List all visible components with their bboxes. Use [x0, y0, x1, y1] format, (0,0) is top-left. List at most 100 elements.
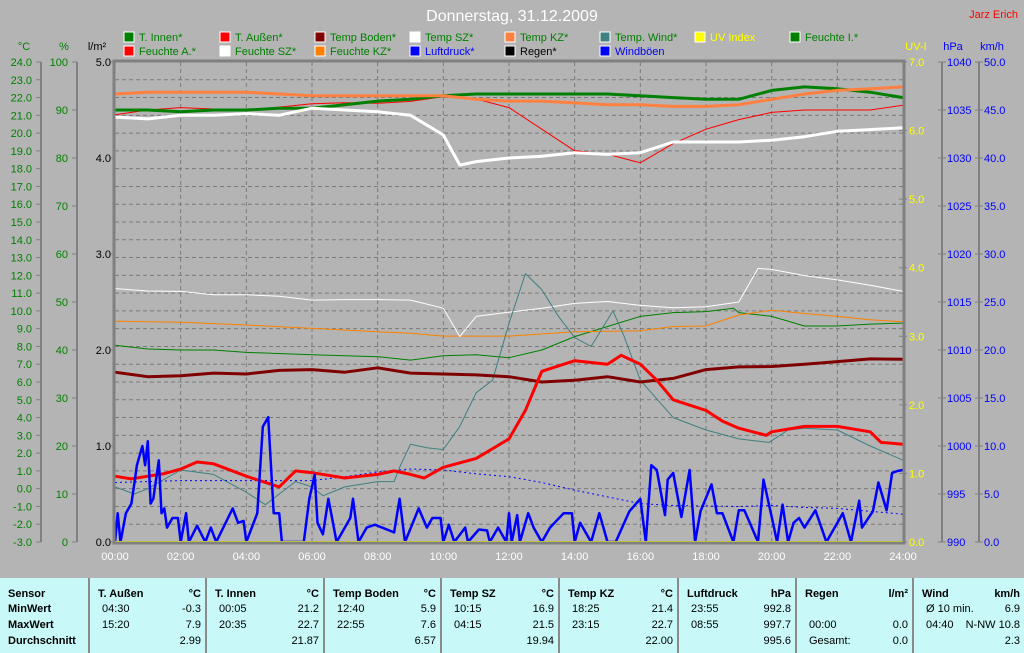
tick-label-press: 995 [947, 489, 965, 501]
tick-label-rain: 4.0 [96, 153, 111, 165]
stats-value: 7.9 [185, 619, 201, 631]
stats-sensor-name: Wind [922, 588, 949, 600]
tick-label-wind: 30.0 [984, 249, 1005, 261]
stats-time: 04:30 [102, 603, 130, 615]
tick-label-temp: 23.0 [11, 75, 32, 87]
stats-time: 18:25 [572, 603, 600, 615]
axis-unit-press: hPa [943, 41, 963, 53]
tick-label-uv: 7.0 [909, 57, 924, 69]
legend-swatch [789, 31, 801, 43]
legend-entry: Windböen [615, 46, 665, 58]
series-t-innen [115, 85, 904, 114]
tick-label-hum: 10 [56, 489, 68, 501]
x-tick-label: 20:00 [758, 551, 786, 563]
stats-value: 2.99 [179, 635, 201, 647]
tick-label-hum: 50 [56, 297, 68, 309]
stats-column: Temp Boden °C 12:40 5.9 22:55 7.6 6.57 [323, 578, 440, 653]
tick-label-temp: -2.0 [13, 519, 32, 531]
stats-value: 21.2 [297, 603, 319, 615]
legend-swatch [504, 31, 516, 43]
stats-time: 10:15 [454, 603, 482, 615]
tick-label-temp: 17.0 [11, 181, 32, 193]
stats-time: 04:15 [454, 619, 482, 631]
tick-label-uv: 5.0 [909, 194, 924, 206]
tick-label-press: 1035 [947, 105, 971, 117]
tick-label-temp: -1.0 [13, 501, 32, 513]
x-tick-label: 08:00 [364, 551, 392, 563]
stats-sensor-name: Temp Boden [333, 588, 399, 600]
tick-label-temp: 14.0 [11, 235, 32, 247]
x-tick-label: 10:00 [430, 551, 458, 563]
stats-column: T. Außen °C 04:30 -0.3 15:20 7.9 2.99 [88, 578, 205, 653]
axis-unit-hum: % [59, 41, 69, 53]
tick-label-uv: 6.0 [909, 126, 924, 138]
legend-swatch [123, 45, 135, 57]
tick-label-wind: 10.0 [984, 441, 1005, 453]
author-label: Jarz Erich [969, 9, 1018, 21]
tick-label-press: 1040 [947, 57, 971, 69]
stats-column: Luftdruck hPa 23:55 992.8 08:55 997.7 995.6 [677, 578, 795, 653]
stats-unit: °C [188, 588, 201, 600]
tick-label-rain: 5.0 [96, 57, 111, 69]
legend-swatch [219, 31, 231, 43]
stats-unit: °C [541, 588, 554, 600]
tick-label-temp: 1.0 [17, 466, 32, 478]
series-feuchte-sz [114, 267, 904, 338]
stats-column: Regen l/m² 00:00 0.0 Gesamt: 0.0 [795, 578, 912, 653]
tick-label-temp: 4.0 [17, 413, 32, 425]
plot-frame [112, 59, 906, 545]
series-feuchte-i [114, 307, 904, 361]
stats-value: 22.00 [645, 635, 673, 647]
legend-entry: T. Innen* [139, 32, 183, 44]
series-t-außen [114, 353, 904, 489]
tick-label-temp: 16.0 [11, 199, 32, 211]
tick-label-temp: 22.0 [11, 93, 32, 105]
stats-value: 21.87 [291, 635, 319, 647]
legend-entry: Temp SZ* [425, 32, 474, 44]
tick-label-press: 1030 [947, 153, 971, 165]
stats-value: 995.6 [763, 635, 791, 647]
axis-unit-wind: km/h [980, 41, 1004, 53]
tick-label-press: 990 [947, 537, 965, 549]
tick-label-temp: 19.0 [11, 146, 32, 158]
stats-value: 6.57 [414, 635, 436, 647]
chart-title: Donnerstag, 31.12.2009 [426, 8, 598, 25]
stats-time: 00:05 [219, 603, 247, 615]
tick-label-hum: 40 [56, 345, 68, 357]
tick-label-rain: 1.0 [96, 441, 111, 453]
tick-label-temp: 18.0 [11, 164, 32, 176]
x-tick-label: 02:00 [167, 551, 195, 563]
stats-unit: °C [306, 588, 319, 600]
stats-unit: °C [660, 588, 673, 600]
stats-time: 23:15 [572, 619, 600, 631]
tick-label-rain: 2.0 [96, 345, 111, 357]
legend-entry: UV Index [710, 32, 756, 44]
axis-unit-uv: UV-I [905, 41, 926, 53]
tick-label-wind: 50.0 [984, 57, 1005, 69]
stats-column: Wind km/h Ø 10 min. 6.9 04:40 N-NW 10.8 2.3 [912, 578, 1024, 653]
tick-label-uv: 0.0 [909, 537, 924, 549]
x-tick-label: 24:00 [889, 551, 917, 563]
tick-label-temp: 21.0 [11, 110, 32, 122]
stats-sensor-name: Temp SZ [450, 588, 496, 600]
stats-value: 22.7 [297, 619, 319, 631]
series-luftdruck [114, 468, 904, 515]
tick-label-uv: 1.0 [909, 468, 924, 480]
tick-label-temp: 15.0 [11, 217, 32, 229]
tick-label-hum: 20 [56, 441, 68, 453]
series-temp-wind [114, 273, 904, 506]
stats-value: 0.0 [892, 635, 908, 647]
stats-value: 21.4 [651, 603, 673, 615]
tick-label-press: 1010 [947, 345, 971, 357]
legend-entry: Temp. Wind* [615, 32, 678, 44]
axis-unit-rain: l/m² [88, 41, 107, 53]
tick-label-press: 1015 [947, 297, 971, 309]
tick-label-temp: 6.0 [17, 377, 32, 389]
legend: T. Innen* T. Außen* Temp Boden* Temp SZ* Tem… [123, 31, 859, 58]
tick-label-hum: 60 [56, 249, 68, 261]
stats-value: 6.9 [1004, 603, 1020, 615]
stats-time: 00:00 [809, 619, 837, 631]
stats-value: 7.6 [420, 619, 436, 631]
stats-sensor-name: Temp KZ [568, 588, 615, 600]
x-tick-label: 16:00 [627, 551, 655, 563]
